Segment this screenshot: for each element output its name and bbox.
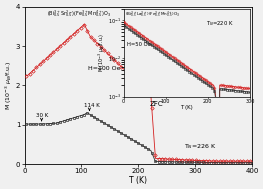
Text: ZFC: ZFC <box>150 101 163 107</box>
X-axis label: T (K): T (K) <box>129 176 147 185</box>
Text: T$_N$=226 K: T$_N$=226 K <box>184 143 216 151</box>
Text: FC: FC <box>150 50 161 59</box>
Text: 30 K: 30 K <box>36 113 48 118</box>
Text: H=100 Oe: H=100 Oe <box>88 66 121 71</box>
Y-axis label: M (10$^{-3}$ $\mu_B$/f.u.): M (10$^{-3}$ $\mu_B$/f.u.) <box>4 61 14 110</box>
Text: 114 K: 114 K <box>84 103 100 108</box>
Text: (Bi$_{0.5}^{3+}$Sr$_{0.5}^{2-}$)(Fe$_{0.5}^{3+}$Mn$_{0.5}^{4+}$)O$_3$: (Bi$_{0.5}^{3+}$Sr$_{0.5}^{2-}$)(Fe$_{0.… <box>47 8 112 19</box>
